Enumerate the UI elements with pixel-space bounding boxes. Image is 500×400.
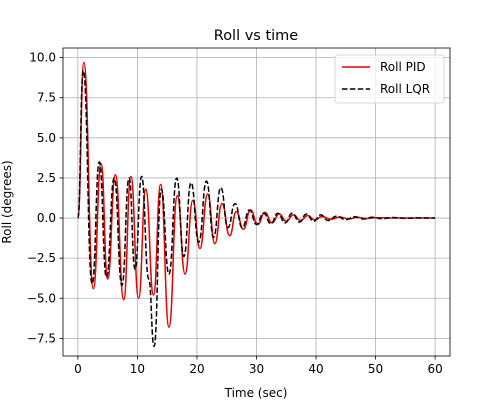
y-tick-label: −7.5 <box>27 331 56 345</box>
y-tick-label: 2.5 <box>37 171 56 185</box>
y-tick-label: −5.0 <box>27 291 56 305</box>
legend-label-roll-pid: Roll PID <box>380 60 426 74</box>
y-tick-label: 0.0 <box>37 211 56 225</box>
y-tick-label: −2.5 <box>27 251 56 265</box>
x-tick-label: 10 <box>130 362 145 376</box>
x-tick-label: 50 <box>368 362 383 376</box>
y-tick-label: 10.0 <box>29 51 56 65</box>
y-tick-label: 5.0 <box>37 131 56 145</box>
series-line-roll-pid <box>77 61 436 328</box>
y-axis-label: Roll (degrees) <box>0 160 14 243</box>
x-axis-label: Time (sec) <box>224 386 288 400</box>
x-axis: 0 10 20 30 40 50 60 <box>74 356 443 376</box>
x-tick-label: 60 <box>427 362 442 376</box>
x-tick-label: 40 <box>308 362 323 376</box>
series-line-roll-lqr <box>77 69 436 348</box>
series-layer <box>77 61 436 348</box>
x-tick-label: 20 <box>189 362 204 376</box>
legend-label-roll-lqr: Roll LQR <box>380 82 430 96</box>
legend: Roll PID Roll LQR <box>334 54 445 104</box>
x-tick-label: 0 <box>74 362 82 376</box>
y-tick-label: 7.5 <box>37 91 56 105</box>
y-axis: −7.5 −5.0 −2.5 0.0 2.5 5.0 7.5 10.0 <box>27 51 63 345</box>
x-tick-label: 30 <box>249 362 264 376</box>
chart-title: Roll vs time <box>214 28 299 44</box>
